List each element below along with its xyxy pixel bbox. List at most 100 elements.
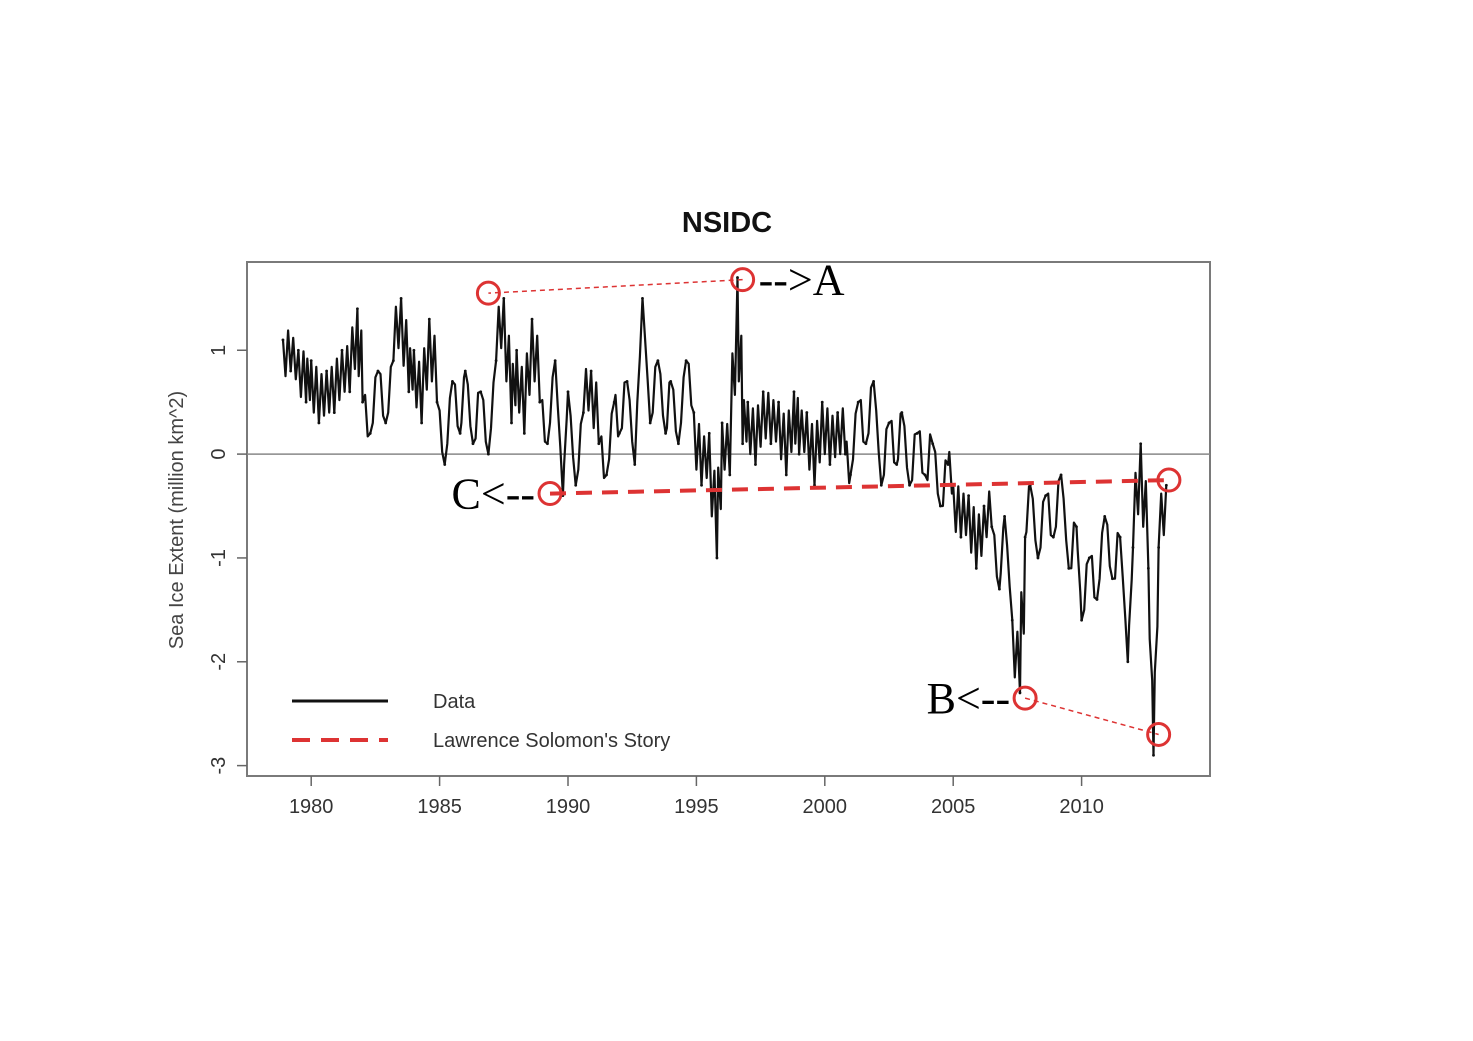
data-point <box>648 421 652 425</box>
data-point <box>887 421 891 425</box>
data-point <box>617 431 621 435</box>
data-point <box>900 411 904 414</box>
data-point <box>420 421 424 425</box>
data-point <box>677 442 680 446</box>
data-point <box>1131 546 1135 549</box>
data-point <box>361 400 364 404</box>
data-point <box>427 317 431 321</box>
data-point <box>530 317 534 321</box>
data-point <box>1118 535 1122 539</box>
data-point <box>1103 515 1107 518</box>
data-point <box>605 473 608 477</box>
annotation-label-b: B<-- <box>927 674 1010 723</box>
data-point <box>1095 598 1099 601</box>
data-point <box>982 504 986 508</box>
data-point <box>805 411 809 414</box>
series-data-group <box>281 276 1168 757</box>
data-point <box>728 473 732 477</box>
data-point <box>332 411 336 414</box>
annotation-paired-circle <box>1146 721 1172 747</box>
data-point <box>451 380 454 383</box>
x-tick-label: 2005 <box>931 796 976 818</box>
data-point <box>589 369 593 373</box>
data-point <box>502 296 506 300</box>
data-point <box>797 452 801 456</box>
x-tick-label: 1995 <box>674 796 719 818</box>
x-tick-label: 1985 <box>417 796 462 818</box>
x-tick-label: 2000 <box>803 796 848 818</box>
data-point <box>597 442 601 446</box>
annotation-label-c: C<-- <box>452 470 535 519</box>
y-tick-label: 1 <box>208 345 230 356</box>
x-tick-label: 2010 <box>1059 796 1104 818</box>
data-point <box>1075 525 1078 529</box>
data-point <box>741 442 745 446</box>
data-point <box>692 411 696 414</box>
data-point <box>1080 618 1083 622</box>
data-point <box>289 369 293 373</box>
data-point <box>625 380 629 383</box>
data-point <box>915 431 919 435</box>
data-point <box>1044 494 1048 498</box>
data-point <box>946 463 950 466</box>
data-point <box>849 473 852 477</box>
data-point <box>1051 535 1055 539</box>
data-point <box>974 566 978 570</box>
data-point <box>1036 556 1040 560</box>
data-point <box>582 411 585 414</box>
data-point <box>546 442 549 446</box>
data-point <box>463 369 467 373</box>
data-point <box>959 535 963 539</box>
data-point <box>836 411 840 414</box>
data-point <box>828 463 832 466</box>
data-point <box>553 359 557 363</box>
chart-title: NSIDC <box>682 207 772 239</box>
data-point <box>1111 577 1114 581</box>
data-point <box>510 421 513 425</box>
data-point <box>641 296 644 300</box>
data-point <box>443 463 447 466</box>
data-point <box>435 400 439 404</box>
data-point <box>1146 566 1150 570</box>
data-point <box>1018 691 1022 695</box>
data-point <box>938 504 942 508</box>
data-point <box>574 483 578 487</box>
data-point <box>1067 566 1071 570</box>
data-point <box>633 463 637 466</box>
data-point <box>720 421 724 425</box>
data-point <box>1087 556 1091 560</box>
data-point <box>715 556 719 560</box>
data-point <box>967 494 971 498</box>
data-point <box>412 348 416 352</box>
data-point <box>664 431 667 435</box>
data-point <box>325 369 329 373</box>
data-point <box>872 380 875 383</box>
annotation-pair-line <box>488 278 743 294</box>
data-point <box>407 390 411 394</box>
data-point <box>384 421 388 425</box>
x-tick-label: 1980 <box>289 796 334 818</box>
data-point <box>908 483 911 487</box>
data-point <box>522 431 526 435</box>
data-point <box>684 359 688 363</box>
data-point <box>1164 483 1168 487</box>
data-point <box>281 338 285 342</box>
data-point <box>820 400 824 404</box>
annotation-label-a: -->A <box>759 256 845 305</box>
data-point <box>1003 515 1006 518</box>
legend: Data Lawrence Solomon's Story <box>292 691 670 752</box>
x-tick-label: 1990 <box>546 796 591 818</box>
data-point <box>931 442 935 446</box>
data-point <box>1157 546 1161 549</box>
data-point <box>296 348 300 352</box>
data-point <box>566 390 570 394</box>
x-axis: 1980 1985 1990 1995 2000 2005 2010 <box>289 776 1104 818</box>
data-point <box>348 390 352 394</box>
y-tick-label: -2 <box>208 653 230 671</box>
data-point <box>746 400 750 404</box>
y-axis: 1 0 -1 -2 -3 <box>208 345 247 775</box>
data-point <box>990 525 994 529</box>
